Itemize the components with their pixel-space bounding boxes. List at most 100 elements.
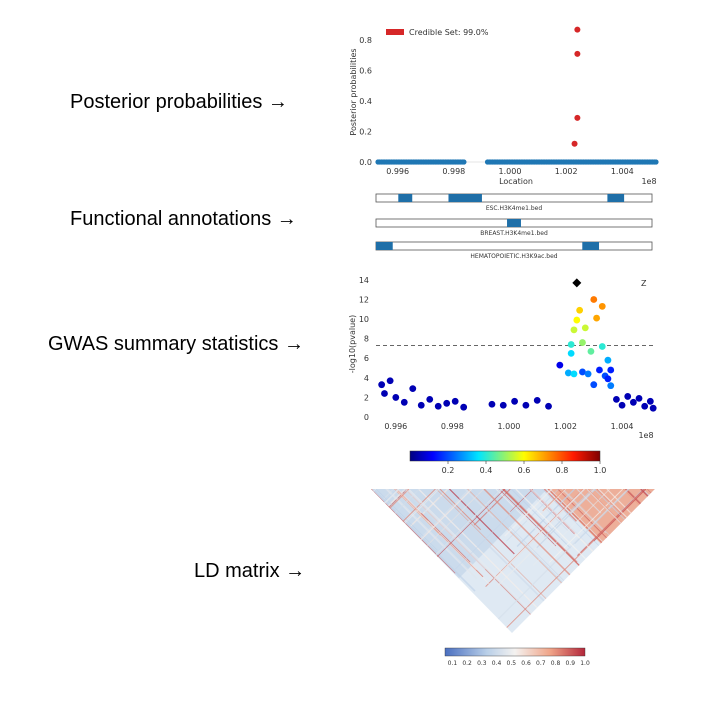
ld-stripe (396, 489, 422, 514)
gwas-snp-point (417, 401, 425, 409)
ld-stripe (371, 489, 440, 598)
credible-set-point (571, 140, 578, 147)
ld-stripe (641, 489, 655, 571)
background-snp-point (461, 159, 467, 165)
annotation-track-bar (375, 241, 653, 251)
annotation-track-bar (375, 193, 653, 203)
gwas-snp-point (593, 314, 601, 322)
lead-snp-marker (572, 278, 582, 288)
ld-section-label: LD matrix → (194, 560, 306, 582)
gwas-snp-point (587, 347, 595, 355)
ld-matrix-colorbar: 0.1 0.2 0.3 0.4 0.5 0.6 0.7 0.8 0.9 1.0 (444, 647, 590, 667)
ld-stripe (371, 489, 400, 549)
gwas-y-tick-label: 4 (364, 374, 369, 383)
ld-matrix-heatmap (371, 489, 655, 633)
gwas-snp-point (613, 395, 620, 403)
functional-annotation-tracks: ESC.H3K4me1.bed BREAST.H3K4me1.bed HEMATOP… (375, 193, 653, 260)
gwas-snp-point (624, 393, 632, 400)
ld-matrix-colorbar-tick-label: 0.7 (536, 660, 546, 667)
gwas-snp-point (581, 324, 589, 332)
gwas-snp-point (570, 370, 578, 378)
ld-stripe (504, 489, 553, 537)
ld-stripe (436, 489, 568, 620)
gwas-snp-point (460, 403, 468, 411)
gwas-snp-point (567, 341, 575, 348)
gwas-x-tick-label: 0.998 (441, 422, 464, 431)
ld-colorbar-ticks: 0.2 0.4 0.6 0.8 1.0 (442, 461, 606, 475)
ld-stripe (539, 489, 567, 516)
ld-stripe (464, 489, 494, 518)
ld-stripe (371, 489, 394, 543)
ld-stripe (371, 489, 436, 595)
gwas-snp-point (381, 390, 388, 397)
ld-stripe (543, 489, 578, 522)
posterior-x-tick-label: 1.000 (499, 167, 522, 176)
ld-colorbar-tick-label: 0.8 (556, 466, 569, 475)
functional-section-label: Functional annotations → (70, 208, 297, 230)
ld-stripe (509, 489, 534, 512)
gwas-y-tick-label: 12 (359, 295, 369, 304)
annotation-track-label: BREAST.H3K4me1.bed (480, 230, 548, 237)
gwas-snp-point (400, 398, 408, 406)
gwas-snp-point (443, 399, 451, 407)
posterior-y-tick-label: 0.2 (359, 128, 372, 137)
ld-matrix-colorbar-tick-label: 0.4 (492, 660, 502, 667)
ld-stripe (593, 489, 655, 603)
ld-stripe (493, 489, 585, 580)
gwas-snp-point (635, 394, 643, 402)
ld-stripe (640, 489, 655, 633)
gwas-snp-point (641, 402, 649, 410)
ld-matrix-colorbar-tick-label: 0.1 (448, 660, 458, 667)
ld-stripe (402, 489, 438, 524)
ld-stripe (417, 489, 557, 628)
ld-stripe (646, 489, 655, 625)
ld-stripe (516, 489, 576, 548)
gwas-points (378, 296, 657, 412)
gwas-x-tick-label: 0.996 (384, 422, 407, 431)
annotation-track: ESC.H3K4me1.bed (375, 193, 653, 212)
gwas-snp-point (607, 382, 615, 390)
gwas-snp-point (573, 316, 581, 324)
annotation-track-label: HEMATOPOIETIC.H3K9ac.bed (470, 253, 557, 260)
credible-set-point (574, 26, 581, 33)
posterior-x-ticks: 0.996 0.998 1.000 1.002 1.004 (386, 167, 634, 176)
annotation-region (582, 242, 600, 250)
gwas-snp-point (576, 306, 584, 314)
ld-stripe (371, 489, 399, 633)
gwas-snp-point (533, 396, 541, 404)
ld-colorbar-tick-label: 0.6 (518, 466, 531, 475)
posterior-y-tick-label: 0.6 (359, 67, 372, 76)
gwas-x-scale-label: 1e8 (638, 431, 653, 440)
gwas-y-tick-label: 8 (364, 335, 369, 344)
ld-colorbar: 0.2 0.4 0.6 0.8 1.0 (409, 450, 606, 475)
ld-stripe (375, 489, 438, 551)
annotation-track: BREAST.H3K4me1.bed (375, 218, 653, 237)
posterior-x-tick-label: 1.002 (555, 167, 578, 176)
gwas-snp-point (499, 401, 507, 409)
ld-stripe (622, 489, 655, 545)
gwas-snp-point (564, 369, 572, 377)
ld-stripe (506, 489, 559, 542)
gwas-snp-point (556, 361, 564, 369)
gwas-snp-point (522, 401, 530, 409)
gwas-snp-point (378, 381, 386, 389)
ld-matrix-colorbar-tick-label: 0.5 (507, 660, 517, 667)
ld-matrix-colorbar-tick-label: 0.2 (462, 660, 472, 667)
annotation-track: HEMATOPOIETIC.H3K9ac.bed (375, 241, 653, 260)
posterior-x-axis-label: Location (499, 177, 533, 186)
ld-stripe (386, 489, 478, 580)
posterior-y-tick-label: 0.4 (359, 97, 372, 106)
ld-stripe (640, 489, 655, 554)
gwas-snp-point (386, 377, 394, 385)
ld-stripe (371, 489, 420, 590)
gwas-snp-point (392, 394, 400, 401)
annotation-region (448, 194, 482, 202)
ld-matrix-colorbar-ticks: 0.1 0.2 0.3 0.4 0.5 0.6 0.7 0.8 0.9 1.0 (448, 660, 590, 667)
gwas-corner-label: Z (641, 279, 647, 288)
posterior-y-tick-label: 0.0 (359, 158, 372, 167)
ld-stripe (466, 489, 503, 525)
gwas-snp-point (426, 395, 434, 403)
ld-matrix-colorbar-tick-label: 0.9 (565, 660, 575, 667)
ld-stripe (561, 489, 606, 534)
